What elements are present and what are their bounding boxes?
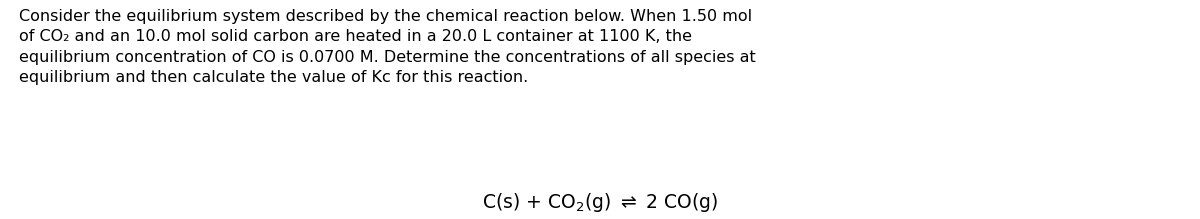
Text: Consider the equilibrium system described by the chemical reaction below. When 1: Consider the equilibrium system describe… bbox=[19, 9, 756, 85]
Text: C(s) + CO$_2$(g) $\rightleftharpoons$ 2 CO(g): C(s) + CO$_2$(g) $\rightleftharpoons$ 2 … bbox=[482, 191, 718, 214]
